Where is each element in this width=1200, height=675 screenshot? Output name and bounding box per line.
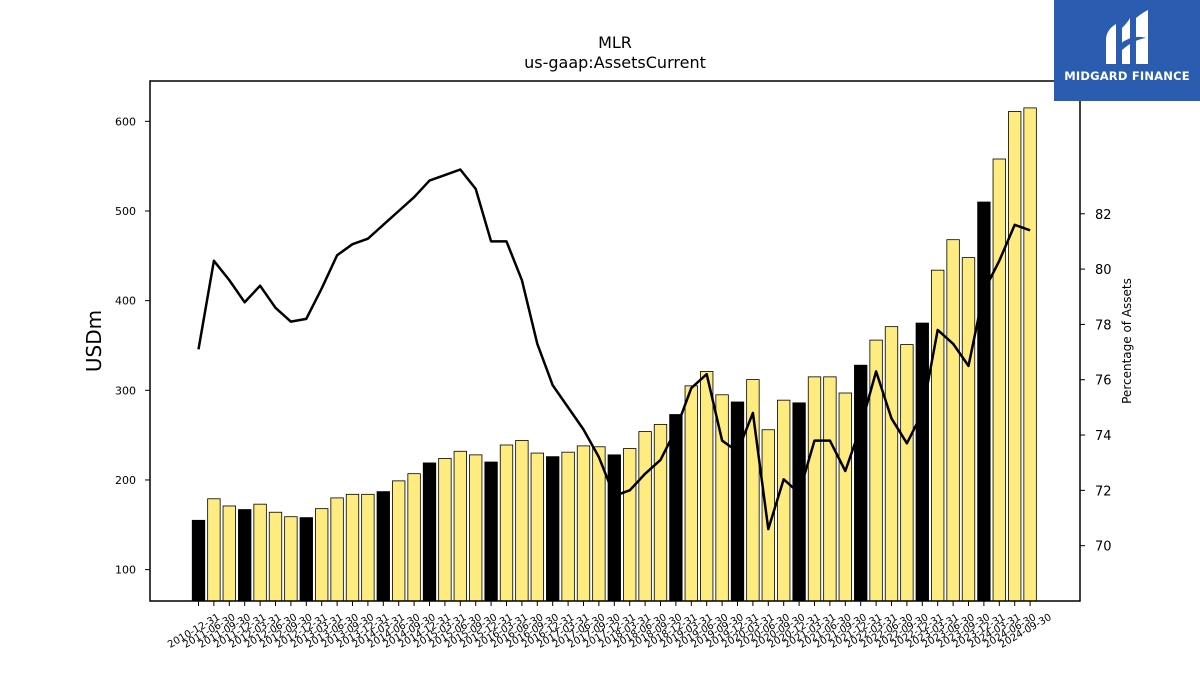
y2-tick-label: 80 (1095, 263, 1112, 278)
bar (977, 201, 991, 602)
y-tick-label: 200 (115, 474, 136, 487)
bar (1023, 107, 1037, 602)
bar (854, 364, 868, 602)
y2-tick-label: 72 (1095, 484, 1112, 499)
bar (607, 454, 621, 602)
y2-axis-label: Percentage of Assets (1120, 278, 1134, 404)
bar (915, 322, 929, 602)
bar (546, 456, 560, 602)
bar (515, 440, 529, 602)
logo-text: MIDGARD FINANCE (1064, 69, 1190, 83)
y2-tick-label: 82 (1095, 208, 1112, 223)
x-axis: 2010-12-312011-06-302011-09-302011-12-31… (166, 601, 1054, 651)
bar (884, 326, 899, 602)
bar (900, 344, 914, 602)
logo: MIDGARD FINANCE (1054, 0, 1200, 101)
y2-tick-label: 70 (1095, 540, 1112, 555)
bar (792, 402, 806, 602)
bar (576, 445, 591, 602)
bar (838, 392, 852, 602)
bar (638, 431, 652, 602)
left-axis: 100 200 300 400 500 600 (115, 115, 150, 577)
logo-mark-icon (1106, 10, 1148, 64)
y2-tick-label: 78 (1095, 318, 1112, 333)
bar (561, 451, 575, 602)
bar (438, 458, 452, 602)
chart-subtitle: us-gaap:AssetsCurrent (524, 53, 706, 72)
bar (345, 493, 360, 602)
y-axis-label: USDm (82, 310, 106, 372)
bar (207, 498, 221, 602)
bar (422, 462, 437, 602)
bar (961, 257, 976, 602)
y-tick-label: 100 (115, 564, 136, 577)
y-tick-label: 400 (115, 295, 136, 308)
bar (376, 491, 390, 602)
bar (238, 509, 252, 602)
bar (869, 339, 883, 602)
bar (669, 414, 683, 602)
percentage-line (197, 168, 1031, 531)
line-layer (197, 168, 1031, 531)
bar (823, 376, 837, 602)
bar (407, 473, 421, 602)
bars-layer (191, 107, 1037, 602)
bar (530, 452, 544, 602)
bar (946, 239, 960, 602)
y-tick-label: 600 (115, 115, 136, 128)
bar (700, 371, 714, 602)
bar (299, 517, 313, 602)
plot-frame (149, 80, 1081, 602)
bar (222, 505, 236, 602)
bar (284, 516, 298, 602)
bar (684, 385, 698, 602)
bar (315, 508, 329, 602)
bar (268, 511, 283, 602)
bar (807, 376, 822, 602)
bar (730, 401, 745, 602)
y-tick-label: 300 (115, 384, 136, 397)
chart-title: MLR (598, 33, 632, 52)
bar (623, 448, 637, 602)
bar (777, 399, 791, 602)
bar (361, 493, 375, 602)
bar (253, 503, 267, 602)
bar (330, 497, 344, 602)
bar (469, 454, 483, 602)
y-tick-label: 500 (115, 205, 136, 218)
y2-tick-label: 74 (1095, 429, 1112, 444)
bar (191, 519, 206, 602)
bar (392, 480, 406, 602)
bar (453, 450, 467, 602)
bar (484, 461, 498, 602)
y2-tick-label: 76 (1095, 374, 1112, 389)
bar (1008, 111, 1022, 602)
right-axis: 70 72 74 76 78 80 82 (1080, 208, 1112, 555)
bar (992, 158, 1006, 602)
bar (931, 269, 945, 602)
bar (499, 444, 514, 602)
